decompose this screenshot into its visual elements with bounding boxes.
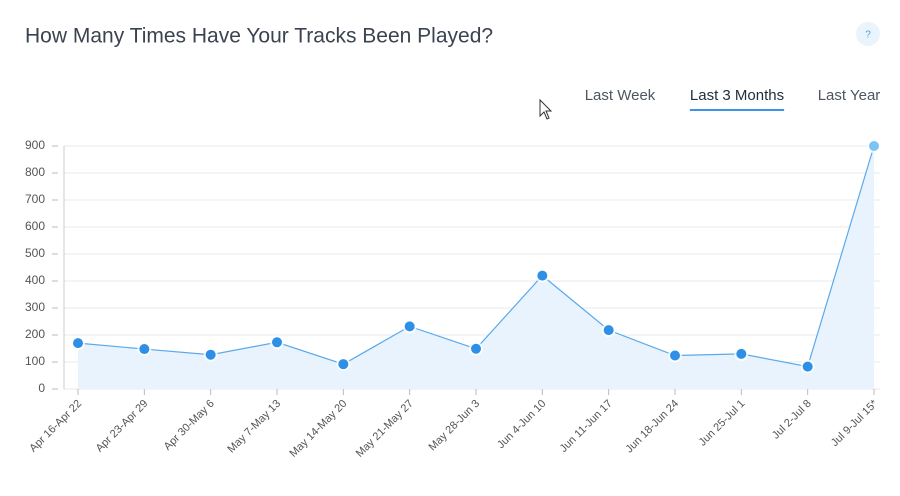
tab[interactable]: Last Year (818, 87, 881, 104)
y-tick-label: 700 (25, 192, 45, 206)
y-tick-label: 300 (25, 300, 45, 314)
cursor (539, 98, 553, 120)
tab[interactable]: Last Week (585, 87, 656, 104)
y-tick-label: 500 (25, 246, 45, 260)
point (338, 359, 349, 370)
point (736, 348, 747, 359)
point (471, 343, 481, 354)
point (205, 349, 216, 360)
point (670, 350, 680, 361)
point (802, 361, 813, 372)
area (78, 146, 874, 389)
point (272, 337, 282, 348)
help-button[interactable] (856, 22, 880, 46)
tab[interactable]: Last 3 Months (690, 87, 784, 104)
point (404, 321, 415, 332)
point (603, 325, 614, 336)
point (537, 270, 548, 281)
point (139, 344, 150, 355)
point (869, 141, 879, 151)
point (73, 338, 83, 349)
y-tick-label: 800 (25, 165, 45, 179)
y-tick-label: 100 (25, 354, 45, 368)
y-tick-label: 900 (25, 138, 45, 152)
help-icon[interactable]: ? (865, 30, 871, 41)
y-tick-label: 0 (38, 381, 45, 395)
chart-title: How Many Times Have Your Tracks Been Pla… (25, 25, 493, 48)
y-tick-label: 600 (25, 219, 45, 233)
y-tick-label: 400 (25, 273, 45, 287)
y-tick-label: 200 (25, 327, 45, 341)
